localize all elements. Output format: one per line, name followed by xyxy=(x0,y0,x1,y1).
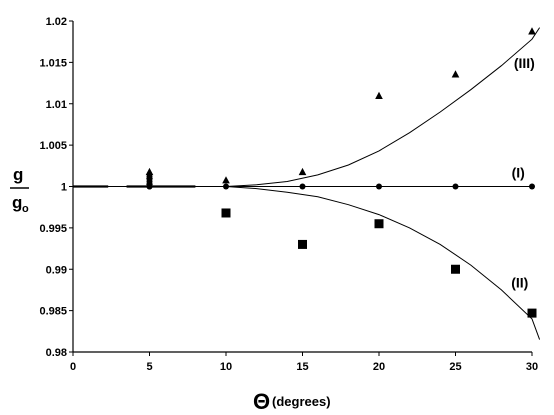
curve-2 xyxy=(73,186,541,340)
square-marker xyxy=(298,239,307,249)
x-tick-label: 20 xyxy=(373,361,385,373)
y-tick-label: 1.005 xyxy=(39,140,67,152)
y-tick-label: 0.99 xyxy=(46,264,67,276)
x-axis-label: Θ (degrees) xyxy=(253,389,331,414)
cluster-triangle-marker xyxy=(146,172,153,179)
circle-marker xyxy=(452,183,459,190)
triangle-marker xyxy=(528,27,536,35)
square-marker xyxy=(374,219,384,229)
y-tick-label: 1 xyxy=(61,182,67,194)
curve-3 xyxy=(73,27,541,187)
y-tick-label: 1.01 xyxy=(46,99,67,111)
triangle-marker xyxy=(375,91,383,100)
x-tick-label: 10 xyxy=(220,361,232,373)
curve-label: (I) xyxy=(512,164,525,180)
y-tick-label: 1.02 xyxy=(46,16,67,28)
cluster-triangle-marker xyxy=(146,178,153,185)
y-axis-label: g g o xyxy=(10,165,29,215)
curve-label: (II) xyxy=(511,274,528,290)
square-marker xyxy=(451,264,460,274)
x-tick-label: 0 xyxy=(70,361,76,373)
x-tick-label: 5 xyxy=(146,361,152,373)
y-axis-ticks: 0.98 0.985 0.99 0.995 1 1.005 1.01 1.015 1.02 xyxy=(39,16,73,359)
triangle-marker xyxy=(222,176,230,184)
fit-curves xyxy=(73,27,541,340)
x-label-symbol: Θ xyxy=(253,389,270,414)
circle-marker xyxy=(376,183,382,190)
triangle-marker xyxy=(298,167,307,176)
x-axis-ticks: 0 5 10 15 20 25 30 xyxy=(70,352,538,373)
curve-labels: (III) (I) (II) xyxy=(511,55,535,290)
circle-marker xyxy=(223,183,229,190)
triangle-marker xyxy=(451,70,460,78)
y-tick-label: 1.015 xyxy=(39,57,67,69)
cluster-triangle-marker xyxy=(146,168,153,175)
x-tick-label: 25 xyxy=(449,361,461,373)
x-tick-label: 15 xyxy=(296,361,308,373)
x-tick-label: 30 xyxy=(526,361,538,373)
circle-marker xyxy=(529,183,535,190)
data-points xyxy=(145,27,537,318)
y-tick-label: 0.985 xyxy=(39,306,67,318)
y-tick-label: 0.995 xyxy=(39,223,67,235)
x-label-text: (degrees) xyxy=(272,394,331,409)
y-label-numerator: g xyxy=(13,165,23,184)
y-label-denominator: g xyxy=(12,193,22,212)
y-tick-label: 0.98 xyxy=(46,347,67,359)
square-marker xyxy=(221,208,231,218)
circle-marker xyxy=(299,183,306,190)
curve-label: (III) xyxy=(514,55,535,71)
y-label-subscript: o xyxy=(22,203,29,215)
square-marker xyxy=(527,308,537,318)
